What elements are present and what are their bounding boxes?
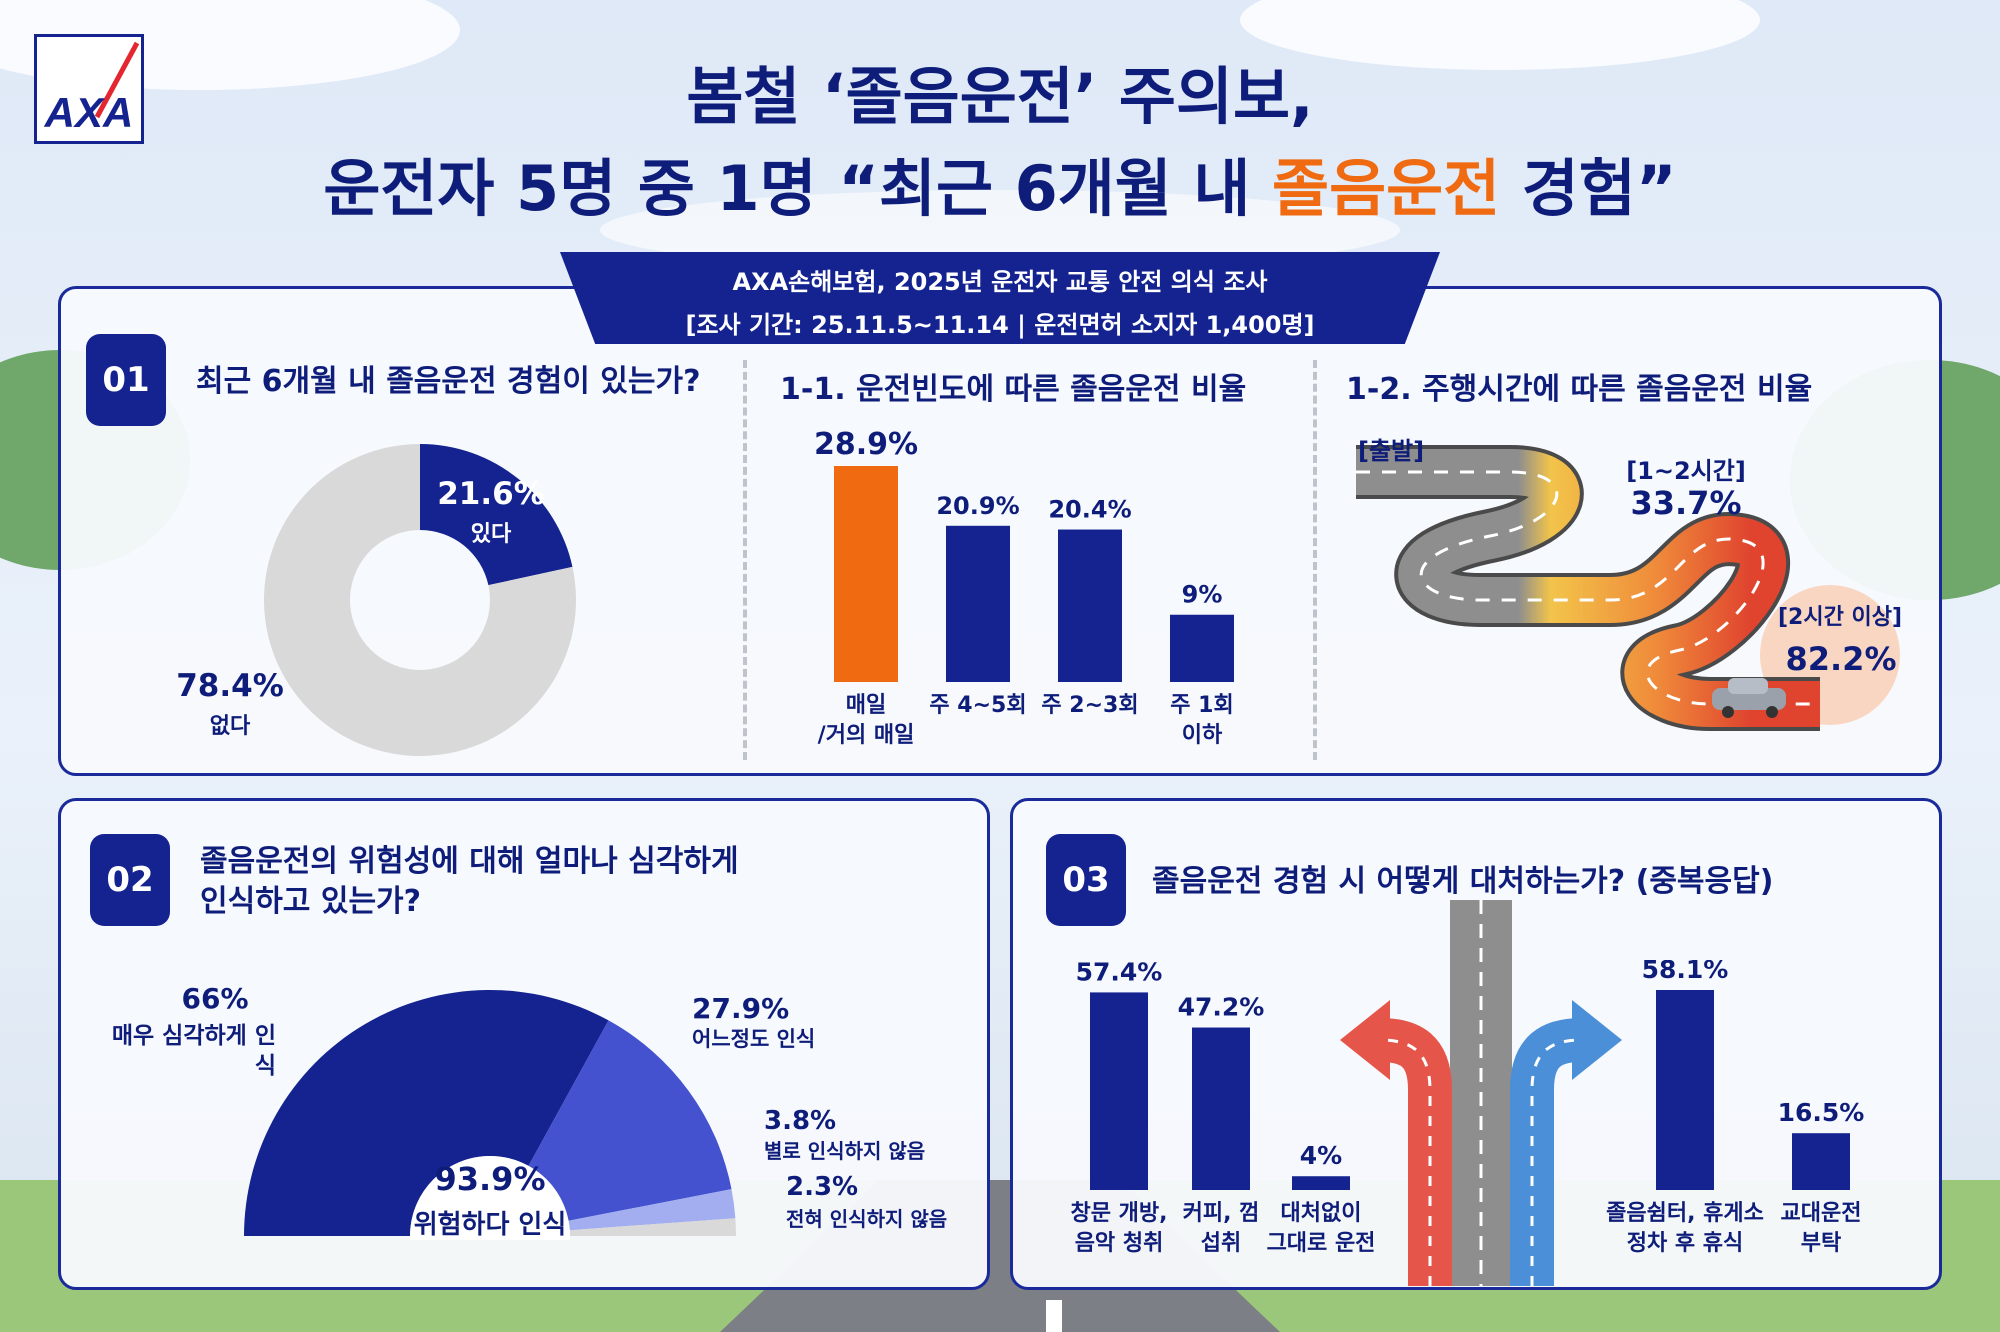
response-category-label-0-0: 창문 개방, [1071,1201,1168,1226]
response-category-label-0-1: 음악 청취 [1075,1231,1164,1256]
question-3: 졸음운전 경험 시 어떻게 대처하는가? (중복응답) [1152,864,1774,899]
response-category-label-1-1: 섭취 [1201,1231,1241,1256]
road-mid-label: [1~2시간] [1626,457,1746,485]
frequency-category-label-2-0: 주 2~3회 [1041,693,1138,718]
response-category-label-4-1: 부탁 [1801,1231,1841,1256]
risk-very-value: 66% [181,982,249,1015]
question-2-line-2: 인식하고 있는가? [200,884,422,919]
road-mid-value: 33.7% [1630,484,1742,522]
risk-very-label: 매우 심각하게 인식 [111,1023,276,1079]
survey-banner: AXA손해보험, 2025년 운전자 교통 안전 의식 조사 [조사 기간: 2… [560,252,1440,344]
question-2-line-1: 졸음운전의 위험성에 대해 얼마나 심각하게 [200,844,739,879]
donut-slice-0 [420,444,573,586]
sub-title-1-1: 1-1. 운전빈도에 따른 졸음운전 비율 [780,372,1247,407]
donut-no-label: 없다 [209,714,251,739]
frequency-value-label-2: 20.4% [1048,496,1131,524]
divider-2 [1313,360,1317,760]
risk-little-value: 3.8% [764,1106,837,1136]
response-bar-1 [1192,1027,1250,1190]
frequency-category-label-3-0: 주 1회 [1170,693,1233,718]
response-value-label-2: 4% [1300,1141,1342,1170]
bar-chart-frequency: 28.9% 매일/거의 매일 20.9% 주 4~5회 20.4% 주 2~3회 9% 주 1… [814,427,1234,748]
response-category-label-3-1: 정차 후 휴식 [1627,1231,1744,1256]
car-icon [1712,678,1786,718]
response-bar-2 [1292,1176,1350,1190]
title-line-2: 운전자 5명 중 1명 “최근 6개월 내 졸음운전 경험” [0,138,2000,228]
donut-chart-experience [263,444,576,756]
response-category-label-1-0: 커피, 껌 [1183,1201,1260,1226]
road-end-value: 82.2% [1785,640,1897,678]
frequency-category-label-3-1: 이하 [1182,723,1223,748]
risk-none-value: 2.3% [786,1172,859,1202]
risk-some-value: 27.9% [692,992,790,1025]
logo-text: AXA [44,89,134,136]
badge-02: 02 [90,834,170,926]
risk-none-label: 전혀 인식하지 않음 [786,1207,948,1231]
risk-center-value: 93.9% [434,1160,546,1198]
response-value-label-4: 16.5% [1778,1098,1865,1127]
response-value-label-0: 57.4% [1076,960,1163,986]
half-donut-chart-risk [244,990,736,1240]
donut-slice-1 [263,444,576,756]
road-start-label: [출발] [1358,437,1425,465]
title-line-2-pre: 운전자 5명 중 1명 “최근 6개월 내 [323,152,1273,225]
half-donut-slice-1 [528,1020,732,1221]
frequency-bar-2 [1058,529,1122,682]
response-category-label-2-0: 대처없이 [1281,1201,1362,1226]
divider-1 [743,360,747,760]
road-end-label: [2시간 이상] [1777,605,1903,630]
frequency-bar-0 [834,466,898,682]
donut-no-value: 78.4% [176,668,284,704]
response-category-label-2-1: 그대로 운전 [1267,1231,1376,1256]
response-value-label-3: 58.1% [1642,960,1729,984]
survey-line-1: AXA손해보험, 2025년 운전자 교통 안전 의식 조사 [732,268,1268,296]
half-donut-slice-0 [244,990,609,1236]
risk-center-label: 위험하다 인식 [413,1210,567,1240]
survey-line-2: [조사 기간: 25.11.5~11.14 | 운전면허 소지자 1,400명] [685,311,1315,339]
half-donut-hole [410,1156,570,1240]
half-donut-slice-2 [568,1189,736,1231]
response-bar-4 [1792,1133,1850,1190]
title-highlight: 졸음운전 [1272,152,1501,225]
fork-road-illustration [1340,900,1622,1286]
frequency-value-label-0: 28.9% [814,427,918,462]
response-category-label-4-0: 교대운전 [1781,1201,1862,1226]
frequency-category-label-0-0: 매일 [846,693,886,718]
question-1: 최근 6개월 내 졸음운전 경험이 있는가? [196,364,701,399]
axa-logo: AXA [34,34,144,144]
frequency-value-label-1: 20.9% [936,492,1019,520]
response-bar-3 [1656,990,1714,1190]
frequency-value-label-3: 9% [1182,581,1223,609]
title-line-2-post: 경험” [1500,152,1677,225]
response-value-label-1: 47.2% [1178,993,1265,1022]
frequency-bar-3 [1170,614,1234,682]
response-category-label-3-0: 졸음쉼터, 휴게소 [1606,1201,1764,1226]
frequency-category-label-0-1: /거의 매일 [818,723,915,748]
sub-title-1-2: 1-2. 주행시간에 따른 졸음운전 비율 [1346,372,1813,407]
title-line-1: 봄철 ‘졸음운전’ 주의보, [686,60,1314,133]
badge-01: 01 [86,334,166,426]
frequency-category-label-1-0: 주 4~5회 [929,693,1026,718]
road-illustration [1356,445,1900,731]
half-donut-slice-3 [569,1218,736,1236]
donut-yes-label: 있다 [470,522,512,547]
response-bar-0 [1090,992,1148,1190]
badge-03: 03 [1046,834,1126,926]
risk-little-label: 별로 인식하지 않음 [764,1139,926,1163]
frequency-bar-1 [946,525,1010,682]
risk-some-label: 어느정도 인식 [692,1027,816,1051]
donut-yes-value: 21.6% [437,476,545,512]
